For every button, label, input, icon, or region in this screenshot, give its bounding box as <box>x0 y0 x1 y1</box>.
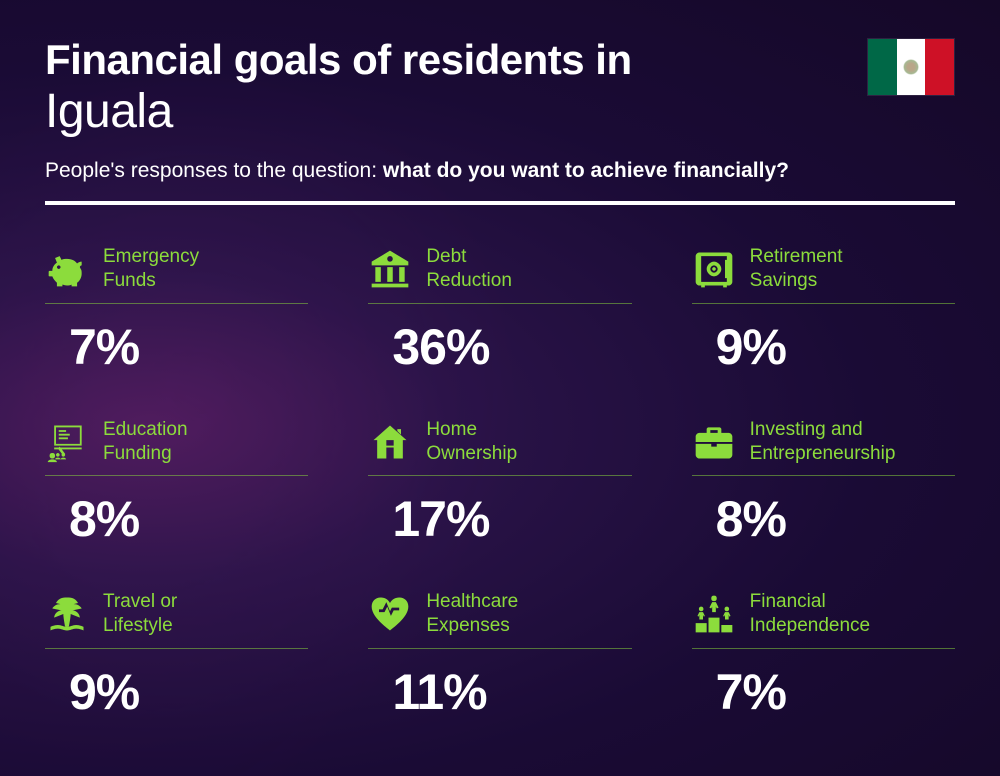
stat-retirement-savings: RetirementSavings 9% <box>692 245 955 376</box>
stat-label: HealthcareExpenses <box>426 590 518 638</box>
header-divider <box>45 201 955 205</box>
stat-home-ownership: HomeOwnership 17% <box>368 418 631 549</box>
subtitle: People's responses to the question: what… <box>45 159 955 183</box>
stat-value: 9% <box>69 663 308 721</box>
stat-head: EmergencyFunds <box>45 245 308 304</box>
stat-head: DebtReduction <box>368 245 631 304</box>
palm-tree-icon <box>45 592 89 636</box>
stat-label: Investing andEntrepreneurship <box>750 418 896 466</box>
podium-icon <box>692 592 736 636</box>
stat-head: Investing andEntrepreneurship <box>692 418 955 477</box>
stat-debt-reduction: DebtReduction 36% <box>368 245 631 376</box>
stat-value: 11% <box>392 663 631 721</box>
bank-icon <box>368 247 412 291</box>
stats-grid: EmergencyFunds 7% DebtReduction 36% Reti… <box>45 245 955 721</box>
stat-label: EmergencyFunds <box>103 245 199 293</box>
stat-travel-lifestyle: Travel orLifestyle 9% <box>45 590 308 721</box>
safe-icon <box>692 247 736 291</box>
stat-value: 7% <box>69 318 308 376</box>
stat-healthcare: HealthcareExpenses 11% <box>368 590 631 721</box>
stat-head: HealthcareExpenses <box>368 590 631 649</box>
subtitle-prefix: People's responses to the question: <box>45 159 383 182</box>
stat-value: 17% <box>392 490 631 548</box>
presentation-icon <box>45 420 89 464</box>
stat-label: FinancialIndependence <box>750 590 870 638</box>
stat-head: Travel orLifestyle <box>45 590 308 649</box>
stat-value: 8% <box>716 490 955 548</box>
subtitle-bold: what do you want to achieve financially? <box>383 159 789 182</box>
piggy-bank-icon <box>45 247 89 291</box>
stat-label: RetirementSavings <box>750 245 843 293</box>
stat-head: HomeOwnership <box>368 418 631 477</box>
stat-label: EducationFunding <box>103 418 188 466</box>
stat-head: FinancialIndependence <box>692 590 955 649</box>
stat-value: 8% <box>69 490 308 548</box>
stat-head: RetirementSavings <box>692 245 955 304</box>
stat-value: 9% <box>716 318 955 376</box>
stat-financial-independence: FinancialIndependence 7% <box>692 590 955 721</box>
briefcase-icon <box>692 420 736 464</box>
header: Financial goals of residents in Iguala P… <box>45 38 955 205</box>
title-line1: Financial goals of residents in <box>45 38 955 82</box>
stat-label: Travel orLifestyle <box>103 590 177 638</box>
house-icon <box>368 420 412 464</box>
heart-pulse-icon <box>368 592 412 636</box>
stat-investing: Investing andEntrepreneurship 8% <box>692 418 955 549</box>
stat-label: DebtReduction <box>426 245 512 293</box>
stat-head: EducationFunding <box>45 418 308 477</box>
stat-label: HomeOwnership <box>426 418 517 466</box>
title-line2: Iguala <box>45 84 955 139</box>
stat-emergency-funds: EmergencyFunds 7% <box>45 245 308 376</box>
stat-education-funding: EducationFunding 8% <box>45 418 308 549</box>
stat-value: 36% <box>392 318 631 376</box>
stat-value: 7% <box>716 663 955 721</box>
